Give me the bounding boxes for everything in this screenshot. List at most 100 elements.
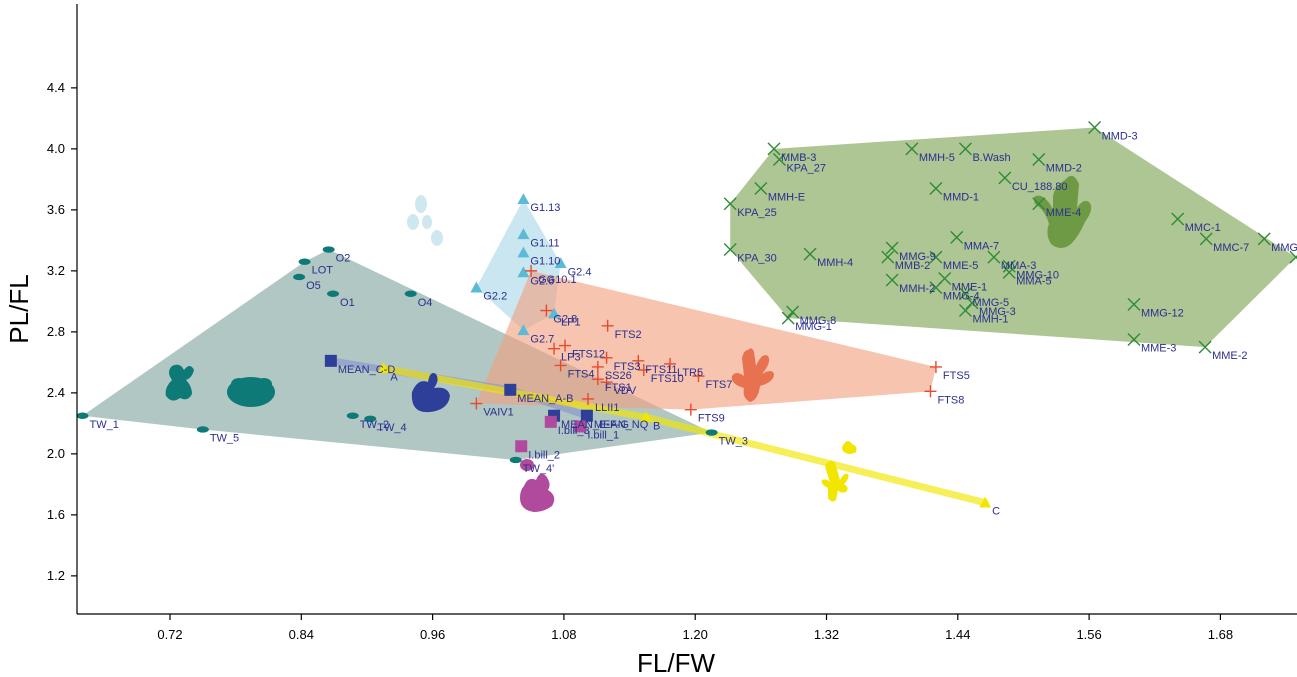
point-g1-11 (517, 228, 530, 240)
label-mmh-e: MMH-E (768, 192, 805, 204)
label-i-bill-3: I.bill_3 (558, 425, 590, 437)
label-g2-8: G2.8 (553, 314, 577, 326)
point-a (377, 362, 390, 374)
label-tw-4: TW_4 (377, 422, 406, 434)
label-fts11: FTS11 (645, 364, 677, 376)
label-vaiv1: VAIV1 (483, 407, 513, 419)
label-lot: LOT (312, 265, 334, 277)
x-axis-title: FL/FW (637, 648, 715, 677)
point-lot (298, 258, 311, 265)
label-mean-a-b: MEAN_A-B (517, 393, 573, 405)
green-footprint-icon (1033, 175, 1092, 248)
label-fts3: FTS3 (614, 361, 641, 373)
point-kpa-30 (723, 243, 737, 257)
point-c (979, 496, 992, 508)
y-tick-label: 4.0 (47, 141, 65, 156)
label-mme-3: MME-3 (1141, 343, 1176, 355)
point-mmb-2 (881, 250, 895, 264)
label-o2: O2 (336, 253, 351, 265)
y-tick-label: 1.2 (47, 568, 65, 583)
label-tw-5: TW_5 (210, 432, 239, 444)
label-mmc-7: MMC-7 (1213, 242, 1249, 254)
point-g2-8 (540, 304, 553, 317)
label-mma-5: MMA-5 (1016, 275, 1051, 287)
point-tw-4 (364, 415, 377, 422)
point-mmg-9 (885, 241, 899, 255)
label-mmh-2: MMH-2 (899, 283, 935, 295)
point-mmd-1 (929, 182, 943, 196)
label-mmg-12: MMG-12 (1141, 307, 1184, 319)
label-fts5: FTS5 (943, 370, 970, 382)
label-tw-4: TW_4' (523, 463, 554, 475)
point-fts7 (692, 370, 705, 383)
point-mmh-4 (803, 247, 817, 261)
label-g2-2: G2.2 (483, 291, 507, 303)
y-tick-label: 2.4 (47, 385, 65, 400)
label-i-bill-1: I.bill_1 (587, 429, 619, 441)
label-o4: O4 (418, 297, 433, 309)
point-mmc-7 (1199, 232, 1213, 246)
x-tick-label: 0.96 (420, 627, 445, 642)
lightblue-footprint-icon (407, 195, 443, 246)
label-mean-e-f-g: MEAN_E-F-G (561, 419, 629, 431)
point-kpa-27 (772, 153, 786, 167)
point-fts10 (637, 364, 650, 376)
yellow-footprint-icon (821, 441, 857, 502)
label-mean-c-d: MEAN_C-D (338, 364, 396, 376)
y-tick-label: 4.4 (47, 80, 65, 95)
label-i-bill-2: I.bill_2 (528, 449, 560, 461)
point-mmc-4 (1289, 250, 1297, 264)
label-llii1: LLII1 (595, 402, 619, 414)
point-mme-4 (1032, 197, 1046, 211)
label-mme-2: MME-2 (1212, 350, 1247, 362)
label-fts12: FTS12 (572, 349, 605, 361)
point-g1-13 (517, 193, 530, 204)
label-fts9: FTS9 (698, 413, 725, 425)
x-tick-label: 1.44 (945, 627, 970, 642)
orange-footprint-icon (731, 348, 774, 402)
navy-footprint-icon (411, 373, 450, 413)
point-i-bill-2 (515, 440, 528, 453)
label-mmc-1: MMC-1 (1185, 222, 1221, 234)
label-b-wash: B.Wash (972, 152, 1010, 164)
point-o4 (404, 290, 417, 297)
label-g2-6: G2.6 (530, 275, 554, 287)
point-tw-4 (509, 456, 522, 464)
point-o5 (293, 273, 306, 281)
point-mmg-2 (1257, 232, 1271, 246)
label-mmh-4: MMH-4 (817, 257, 853, 269)
x-axis-ticks: 0.72 0.84 0.96 1.08 1.20 1.32 1.44 1.56 1.68 (157, 614, 1233, 642)
label-mma-7: MMA-7 (964, 240, 999, 252)
y-tick-label: 1.6 (47, 507, 65, 522)
label-vdv: VDV (614, 385, 637, 397)
point-lp1 (548, 307, 561, 319)
point-i-bill-1 (574, 420, 587, 433)
point-mma-3 (987, 250, 1001, 264)
point-mmb-3 (767, 142, 781, 156)
point-g2-2 (470, 281, 483, 293)
y-tick-label: 3.2 (47, 263, 65, 278)
label-mmb-2: MMB-2 (895, 260, 930, 272)
point-g2-6 (517, 266, 530, 278)
point-mme-5 (929, 250, 943, 264)
point-tw-2 (346, 412, 359, 419)
point-b (639, 411, 652, 423)
point-fts12 (559, 339, 571, 352)
label-mmg-9: MMG-9 (899, 251, 936, 263)
point-mmg-3 (965, 296, 979, 310)
label-fts1: FTS1 (605, 382, 632, 394)
label-kpa-25: KPA_25 (737, 207, 777, 219)
point-mean-nq (580, 409, 593, 422)
y-tick-label: 2.0 (47, 446, 65, 461)
x-tick-label: 1.08 (551, 627, 576, 642)
point-mmg-5 (958, 287, 972, 301)
label-mma-3: MMA-3 (1001, 260, 1036, 272)
label-fts7: FTS7 (705, 379, 732, 391)
label-a: A (390, 371, 398, 383)
y-tick-label: 2.8 (47, 324, 65, 339)
label-ltr5: LTR5 (677, 367, 703, 379)
label-lp3: LP3 (561, 352, 581, 364)
point-ltr5 (664, 357, 677, 370)
label-ss26: SS26 (605, 370, 632, 382)
point-mmh-1 (958, 304, 972, 318)
